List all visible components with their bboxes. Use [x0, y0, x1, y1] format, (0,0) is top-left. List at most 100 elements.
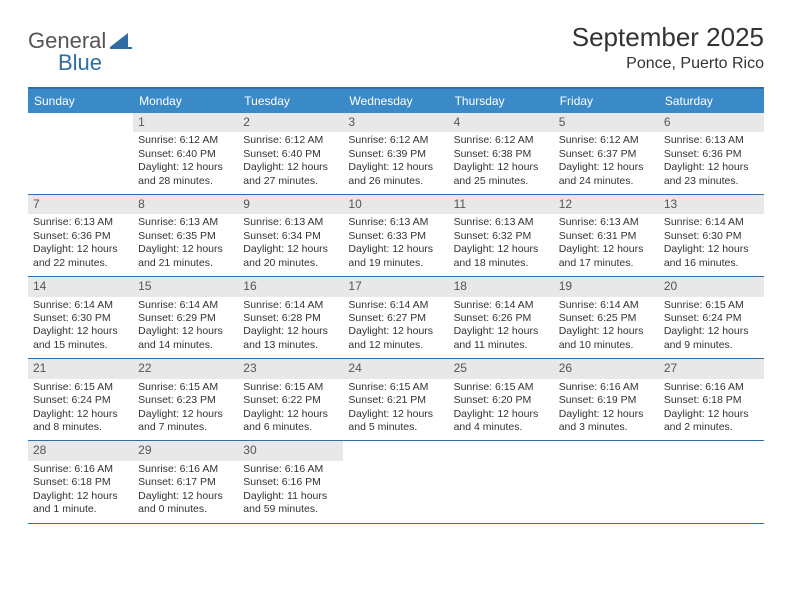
daylight-text: Daylight: 12 hours and 16 minutes.	[664, 243, 759, 270]
calendar-day: 28Sunrise: 6:16 AMSunset: 6:18 PMDayligh…	[28, 441, 133, 522]
sunset-text: Sunset: 6:22 PM	[243, 394, 338, 407]
day-body: Sunrise: 6:12 AMSunset: 6:37 PMDaylight:…	[554, 132, 659, 194]
header: General September 2025 Ponce, Puerto Ric…	[28, 22, 764, 73]
daylight-text: Daylight: 12 hours and 10 minutes.	[559, 325, 654, 352]
sunrise-text: Sunrise: 6:15 AM	[348, 381, 443, 394]
sunset-text: Sunset: 6:25 PM	[559, 312, 654, 325]
calendar: Sunday Monday Tuesday Wednesday Thursday…	[28, 87, 764, 524]
daylight-text: Daylight: 12 hours and 27 minutes.	[243, 161, 338, 188]
sunset-text: Sunset: 6:18 PM	[664, 394, 759, 407]
day-body: Sunrise: 6:16 AMSunset: 6:17 PMDaylight:…	[133, 461, 238, 523]
daylight-text: Daylight: 12 hours and 5 minutes.	[348, 408, 443, 435]
sunrise-text: Sunrise: 6:16 AM	[243, 463, 338, 476]
calendar-day: 6Sunrise: 6:13 AMSunset: 6:36 PMDaylight…	[659, 113, 764, 194]
daylight-text: Daylight: 11 hours and 59 minutes.	[243, 490, 338, 517]
sunrise-text: Sunrise: 6:15 AM	[664, 299, 759, 312]
daylight-text: Daylight: 12 hours and 12 minutes.	[348, 325, 443, 352]
sunrise-text: Sunrise: 6:16 AM	[664, 381, 759, 394]
sunrise-text: Sunrise: 6:16 AM	[33, 463, 128, 476]
daylight-text: Daylight: 12 hours and 14 minutes.	[138, 325, 233, 352]
daylight-text: Daylight: 12 hours and 7 minutes.	[138, 408, 233, 435]
day-body: Sunrise: 6:13 AMSunset: 6:33 PMDaylight:…	[343, 214, 448, 276]
daylight-text: Daylight: 12 hours and 28 minutes.	[138, 161, 233, 188]
day-body: Sunrise: 6:15 AMSunset: 6:20 PMDaylight:…	[449, 379, 554, 441]
sunrise-text: Sunrise: 6:14 AM	[559, 299, 654, 312]
calendar-day	[449, 441, 554, 522]
daylight-text: Daylight: 12 hours and 26 minutes.	[348, 161, 443, 188]
calendar-day: 17Sunrise: 6:14 AMSunset: 6:27 PMDayligh…	[343, 277, 448, 358]
day-body: Sunrise: 6:12 AMSunset: 6:40 PMDaylight:…	[133, 132, 238, 194]
sunrise-text: Sunrise: 6:15 AM	[243, 381, 338, 394]
sunset-text: Sunset: 6:24 PM	[33, 394, 128, 407]
calendar-day: 16Sunrise: 6:14 AMSunset: 6:28 PMDayligh…	[238, 277, 343, 358]
calendar-day: 26Sunrise: 6:16 AMSunset: 6:19 PMDayligh…	[554, 359, 659, 440]
weekday-tue: Tuesday	[238, 89, 343, 113]
day-body: Sunrise: 6:14 AMSunset: 6:26 PMDaylight:…	[449, 297, 554, 359]
daylight-text: Daylight: 12 hours and 11 minutes.	[454, 325, 549, 352]
calendar-day: 21Sunrise: 6:15 AMSunset: 6:24 PMDayligh…	[28, 359, 133, 440]
weekday-wed: Wednesday	[343, 89, 448, 113]
daylight-text: Daylight: 12 hours and 21 minutes.	[138, 243, 233, 270]
sunset-text: Sunset: 6:21 PM	[348, 394, 443, 407]
sunset-text: Sunset: 6:23 PM	[138, 394, 233, 407]
calendar-week: 7Sunrise: 6:13 AMSunset: 6:36 PMDaylight…	[28, 195, 764, 277]
day-number: 21	[28, 359, 133, 378]
day-body: Sunrise: 6:14 AMSunset: 6:30 PMDaylight:…	[659, 214, 764, 276]
sunrise-text: Sunrise: 6:13 AM	[454, 216, 549, 229]
calendar-day	[28, 113, 133, 194]
location: Ponce, Puerto Rico	[572, 55, 764, 73]
calendar-week: 14Sunrise: 6:14 AMSunset: 6:30 PMDayligh…	[28, 277, 764, 359]
sunset-text: Sunset: 6:29 PM	[138, 312, 233, 325]
day-body: Sunrise: 6:15 AMSunset: 6:24 PMDaylight:…	[28, 379, 133, 441]
calendar-day: 23Sunrise: 6:15 AMSunset: 6:22 PMDayligh…	[238, 359, 343, 440]
sunset-text: Sunset: 6:39 PM	[348, 148, 443, 161]
sunset-text: Sunset: 6:40 PM	[243, 148, 338, 161]
day-body: Sunrise: 6:15 AMSunset: 6:24 PMDaylight:…	[659, 297, 764, 359]
sunrise-text: Sunrise: 6:12 AM	[454, 134, 549, 147]
day-number: 11	[449, 195, 554, 214]
sunset-text: Sunset: 6:24 PM	[664, 312, 759, 325]
daylight-text: Daylight: 12 hours and 13 minutes.	[243, 325, 338, 352]
day-number: 4	[449, 113, 554, 132]
calendar-day: 10Sunrise: 6:13 AMSunset: 6:33 PMDayligh…	[343, 195, 448, 276]
daylight-text: Daylight: 12 hours and 3 minutes.	[559, 408, 654, 435]
daylight-text: Daylight: 12 hours and 1 minute.	[33, 490, 128, 517]
day-number: 19	[554, 277, 659, 296]
calendar-week: 1Sunrise: 6:12 AMSunset: 6:40 PMDaylight…	[28, 113, 764, 195]
day-number: 7	[28, 195, 133, 214]
sunrise-text: Sunrise: 6:12 AM	[243, 134, 338, 147]
day-number: 25	[449, 359, 554, 378]
weekday-sun: Sunday	[28, 89, 133, 113]
weekday-sat: Saturday	[659, 89, 764, 113]
day-number: 14	[28, 277, 133, 296]
weekday-fri: Friday	[554, 89, 659, 113]
daylight-text: Daylight: 12 hours and 17 minutes.	[559, 243, 654, 270]
logo-sail-icon	[110, 31, 132, 51]
sunrise-text: Sunrise: 6:15 AM	[454, 381, 549, 394]
daylight-text: Daylight: 12 hours and 20 minutes.	[243, 243, 338, 270]
day-number: 27	[659, 359, 764, 378]
day-body: Sunrise: 6:13 AMSunset: 6:35 PMDaylight:…	[133, 214, 238, 276]
sunset-text: Sunset: 6:34 PM	[243, 230, 338, 243]
day-number: 2	[238, 113, 343, 132]
day-body: Sunrise: 6:14 AMSunset: 6:30 PMDaylight:…	[28, 297, 133, 359]
sunrise-text: Sunrise: 6:14 AM	[138, 299, 233, 312]
calendar-day: 19 Sunrise: 6:14 AMSunset: 6:25 PMDayligh…	[554, 277, 659, 358]
sunrise-text: Sunrise: 6:12 AM	[559, 134, 654, 147]
sunrise-text: Sunrise: 6:15 AM	[138, 381, 233, 394]
sunrise-text: Sunrise: 6:13 AM	[559, 216, 654, 229]
day-number: 16	[238, 277, 343, 296]
day-body: Sunrise: 6:13 AMSunset: 6:31 PMDaylight:…	[554, 214, 659, 276]
calendar-day: 12Sunrise: 6:13 AMSunset: 6:31 PMDayligh…	[554, 195, 659, 276]
day-number: 26	[554, 359, 659, 378]
daylight-text: Daylight: 12 hours and 22 minutes.	[33, 243, 128, 270]
sunrise-text: Sunrise: 6:16 AM	[138, 463, 233, 476]
calendar-day: 20Sunrise: 6:15 AMSunset: 6:24 PMDayligh…	[659, 277, 764, 358]
day-body: Sunrise: 6:16 AMSunset: 6:19 PMDaylight:…	[554, 379, 659, 441]
sunset-text: Sunset: 6:30 PM	[664, 230, 759, 243]
day-body	[343, 461, 448, 469]
sunrise-text: Sunrise: 6:14 AM	[454, 299, 549, 312]
day-number: 22	[133, 359, 238, 378]
calendar-day: 14Sunrise: 6:14 AMSunset: 6:30 PMDayligh…	[28, 277, 133, 358]
day-body: Sunrise: 6:14 AMSunset: 6:29 PMDaylight:…	[133, 297, 238, 359]
